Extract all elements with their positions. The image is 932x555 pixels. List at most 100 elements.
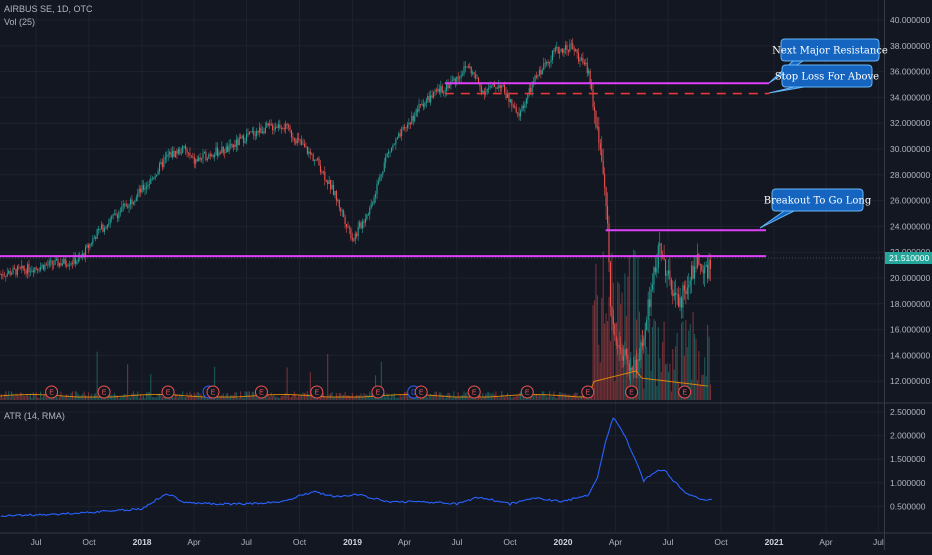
volume-bar [240,391,242,400]
time-axis[interactable]: Jul Oct 2018 Apr Jul Oct 2019 Apr Jul Oct 2020 Apr J… [31,537,884,547]
volume-bar [596,295,598,400]
volume-bar [389,397,391,400]
candle-body [164,157,166,160]
candle-body [147,184,149,187]
candle-body [163,159,165,168]
candle-body [237,139,239,146]
candle-body [366,214,368,220]
volume-bar [74,391,76,400]
candle-body [543,63,545,70]
candle-body [375,194,377,198]
volume-bar [534,394,536,400]
time-tick-label: Jul [241,537,252,547]
candle-body [317,158,319,160]
volume-bar [602,251,604,400]
volume-bar [708,336,710,400]
earnings-marker[interactable]: E [581,385,595,399]
candle-body [695,266,697,268]
earnings-marker[interactable]: E [371,385,385,399]
candle-body [257,130,259,133]
volume-bar [353,397,355,400]
candle-body [412,115,414,121]
candle-body [45,264,47,266]
volume-bar [392,394,394,400]
event-marker-label: E [419,390,424,397]
earnings-marker[interactable]: E [310,385,324,399]
volume-bar [137,391,139,400]
volume-bar [25,394,27,400]
callout-stop-loss[interactable]: Stop Loss For Above [768,64,879,94]
earnings-marker[interactable]: E [45,385,59,399]
volume-legend[interactable]: Vol (25) [4,17,35,27]
event-markers[interactable]: EEEDEEEEDEEEEEE [45,385,692,399]
candle-body [593,107,596,111]
volume-bar [486,392,488,400]
candle-body [566,45,568,50]
earnings-marker[interactable]: E [414,385,428,399]
atr-legend[interactable]: ATR (14, RMA) [4,411,65,421]
candle-body [37,268,39,271]
volume-bar [40,391,42,400]
atr-axis[interactable]: 2.500000 2.000000 1.500000 1.000000 0.500000 [890,407,926,511]
volume-bar [298,394,300,400]
earnings-marker[interactable]: E [625,385,639,399]
candle-body [259,127,261,133]
candle-body [456,76,458,84]
event-marker-circle [678,385,692,399]
symbol-legend[interactable]: AIRBUS SE, 1D, OTC [4,4,93,14]
time-tick-label: Jul [663,537,674,547]
price-tick-label: 16.000000 [890,325,930,335]
candle-body [0,274,1,275]
candle-body [293,138,295,141]
candle-body [665,259,667,276]
candle-body [599,143,601,150]
earnings-marker[interactable]: E [678,385,692,399]
candle-body [660,243,662,255]
volume-bar [563,393,565,400]
candle-body [617,345,619,347]
callout-breakout[interactable]: Breakout To Go Long [759,188,872,229]
volume-bar [219,395,221,400]
candle-body [319,165,321,172]
candle-body [66,264,68,266]
candle-body [321,171,323,173]
candle-body [25,270,27,274]
candle-body [528,87,530,95]
price-axis[interactable]: 40.000000 38.000000 36.000000 34.000000 32.0… [885,15,932,386]
earnings-marker[interactable]: E [254,385,268,399]
volume-bar [444,397,446,400]
candle-body [673,292,675,297]
earnings-marker[interactable]: E [161,385,175,399]
volume-bar [24,396,26,400]
candle-body [556,47,558,48]
earnings-marker[interactable]: E [206,385,220,399]
volume-bar [373,396,375,400]
candle-body [572,43,574,50]
earnings-marker[interactable]: E [520,385,534,399]
volume-bar [302,392,304,400]
atr-tick-label: 1.000000 [890,478,926,488]
candle-body [241,135,243,138]
candle-body [312,154,314,161]
volume-bar [540,395,542,400]
volume-bar [148,392,150,400]
volume-bar [57,397,59,400]
volume-bar [230,395,232,400]
candle-body [396,137,398,140]
candle-body [469,66,471,68]
volume-bar [672,349,674,400]
volume-bar [595,263,597,400]
candle-body [51,260,53,265]
volume-bar [116,395,118,400]
volume-bar [644,322,646,400]
earnings-marker[interactable]: E [467,385,481,399]
candle-body [298,138,300,140]
candle-body [430,95,432,103]
candle-body [251,131,253,133]
candle-body [363,221,365,223]
earnings-marker[interactable]: E [97,385,111,399]
drawings[interactable] [0,82,769,258]
event-marker-label: E [102,390,107,397]
